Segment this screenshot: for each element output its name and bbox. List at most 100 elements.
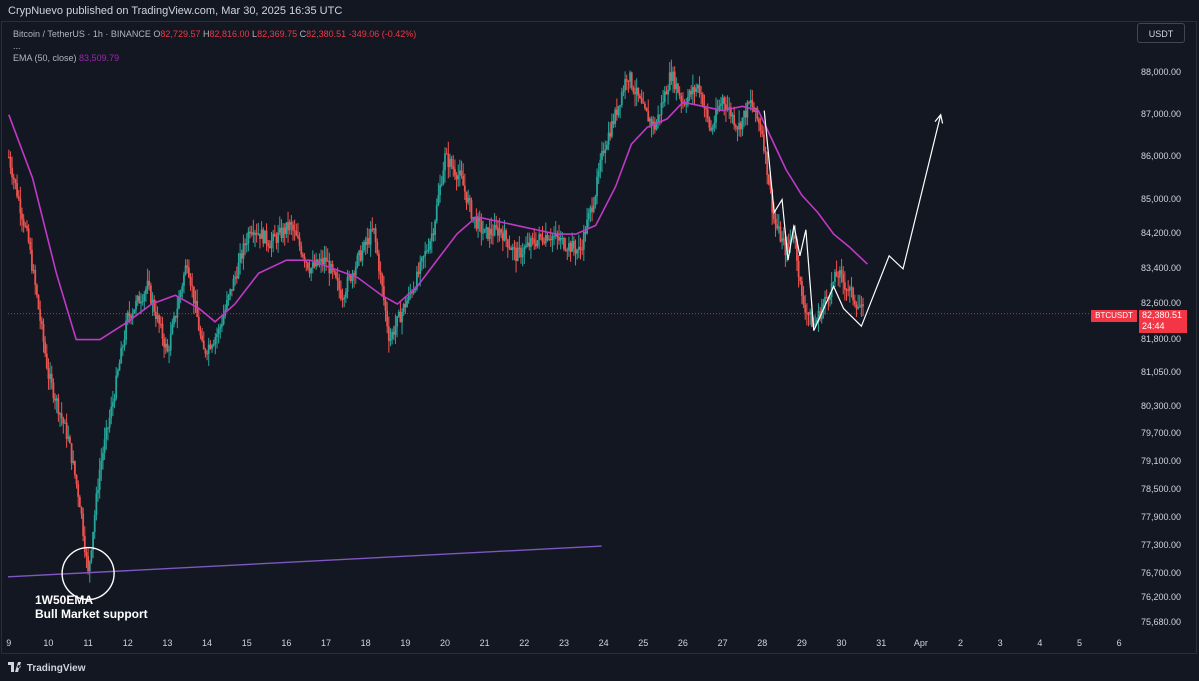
candle-body — [488, 228, 491, 239]
candle-body — [237, 262, 240, 279]
candle-body — [353, 273, 356, 276]
candle-body — [102, 452, 104, 461]
candle-body — [487, 227, 489, 239]
candle-body — [225, 299, 228, 310]
publish-info: CrypNuevo published on TradingView.com, … — [8, 5, 343, 17]
candle-body — [531, 237, 534, 239]
candle-body — [171, 324, 174, 334]
candle-body — [748, 102, 750, 104]
candle-body — [67, 436, 70, 439]
footer-brand[interactable]: TradingView — [8, 661, 86, 674]
close-label: C — [299, 29, 307, 39]
ema-label[interactable]: EMA (50, close) — [13, 53, 77, 63]
legend-more[interactable]: ... — [13, 41, 21, 51]
candle-body — [292, 224, 294, 231]
last-price-tag: 82,380.51 24:44 — [1139, 310, 1187, 333]
candle-body — [440, 183, 443, 186]
candle-body — [460, 170, 463, 176]
candle-body — [685, 104, 688, 106]
candle-body — [825, 296, 828, 298]
price-axis-label: 81,800.00 — [1141, 333, 1182, 344]
candle-body — [282, 227, 284, 238]
candle-body — [186, 265, 189, 268]
candle-body — [521, 254, 524, 258]
price-axis-label: 75,680.00 — [1141, 617, 1182, 628]
time-axis-label: 11 — [83, 638, 93, 648]
candle-body — [419, 261, 422, 275]
price-axis-label: 86,000.00 — [1141, 150, 1182, 161]
candle-body — [711, 127, 714, 131]
candle-body — [506, 239, 509, 248]
candle-body — [586, 219, 589, 234]
candle-body — [627, 80, 630, 82]
candle-body — [774, 218, 777, 225]
candle-body — [718, 105, 721, 111]
symbol-title[interactable]: Bitcoin / TetherUS · 1h · BINANCE — [13, 29, 151, 39]
candle-body — [191, 285, 194, 287]
candle-body — [69, 436, 71, 444]
candle-body — [159, 323, 162, 325]
candle-body — [72, 461, 75, 464]
low-value: 82,369.75 — [257, 29, 298, 39]
time-axis-label: Apr — [913, 638, 928, 648]
candle-body — [278, 227, 281, 233]
candle-body — [183, 274, 185, 286]
candle-body — [766, 152, 769, 175]
candle-body — [500, 229, 503, 233]
candle-body — [93, 515, 96, 533]
candle-body — [574, 248, 577, 254]
candle-body — [366, 237, 369, 245]
candle-body — [543, 241, 546, 244]
candle-body — [472, 217, 474, 219]
candle-body — [658, 114, 661, 116]
candle-body — [584, 231, 587, 234]
candle-body — [110, 406, 113, 418]
candle-body — [832, 281, 835, 284]
candle-body — [505, 230, 508, 240]
candle-body — [706, 109, 709, 118]
candle-body — [118, 363, 121, 371]
candle-body — [729, 107, 732, 117]
open-label: O — [153, 29, 161, 39]
candle-body — [501, 232, 504, 241]
time-axis-label: 14 — [202, 638, 213, 648]
candle-body — [17, 196, 20, 199]
candle-body — [368, 237, 370, 245]
time-axis-label: 30 — [836, 638, 847, 648]
candle-body — [31, 249, 33, 271]
candle-body — [802, 295, 805, 305]
candle-body — [308, 268, 311, 274]
candle-body — [103, 439, 106, 453]
currency-button[interactable]: USDT — [1137, 23, 1185, 43]
candle-body — [493, 225, 496, 236]
candle-body — [503, 230, 506, 241]
candle-body — [349, 275, 352, 281]
candle-body — [427, 249, 430, 251]
candle-body — [9, 157, 12, 168]
candle-body — [551, 236, 554, 241]
candle-body — [217, 328, 220, 335]
candle-body — [490, 228, 493, 235]
candle-body — [759, 123, 762, 131]
time-axis-label: 4 — [1037, 638, 1043, 648]
candle-body — [538, 234, 541, 241]
candle-body — [359, 250, 362, 261]
candle-body — [845, 289, 848, 291]
time-axis-label: 9 — [6, 638, 12, 648]
candle-body — [564, 248, 567, 251]
candle-body — [592, 205, 595, 212]
candle-body — [794, 235, 797, 239]
candle-body — [690, 90, 693, 95]
symbol-price-tag: BTCUSDT — [1091, 310, 1137, 322]
candle-body — [835, 271, 838, 277]
candle-body — [331, 264, 334, 271]
candle-body — [549, 239, 552, 241]
candle-body — [781, 238, 783, 242]
candle-body — [179, 291, 182, 297]
candle-body — [232, 278, 235, 291]
candle-body — [178, 296, 180, 309]
time-axis-label: 18 — [360, 638, 371, 648]
candle-body — [715, 109, 717, 123]
candle-body — [776, 224, 779, 229]
